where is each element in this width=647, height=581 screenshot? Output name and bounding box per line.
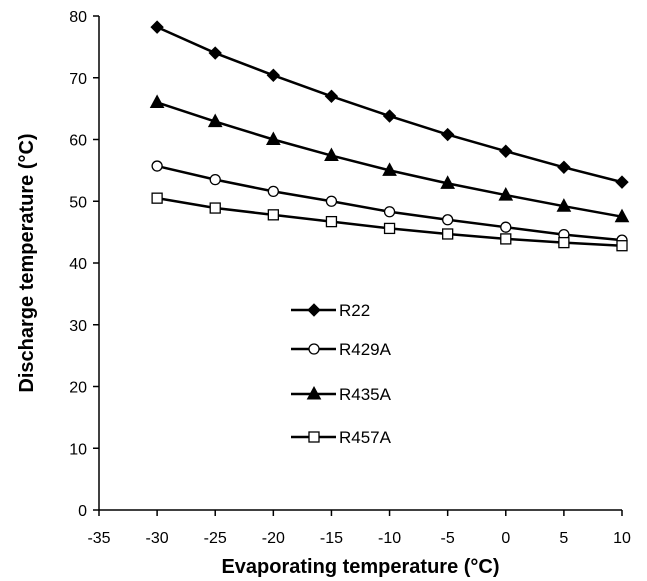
data-point [557,160,571,174]
legend-label: R435A [339,385,392,404]
data-point [324,89,339,103]
series-line [156,196,623,247]
legend-label: R429A [339,340,392,359]
data-point [324,147,339,162]
series-r435a [149,94,630,223]
x-tick-label: -20 [262,530,285,547]
legend-item-r429a: R429A [291,340,392,359]
y-tick-label: 60 [69,133,87,150]
data-point [149,94,165,108]
x-axis-ticks: -35 -30 -25 -20 -15 -10 -5 0 5 10 [87,510,631,547]
x-tick-label: -25 [204,530,227,547]
data-point [382,109,397,123]
data-point [265,131,281,145]
data-point [383,222,396,235]
y-tick-label: 70 [69,71,87,88]
legend-item-r22: R22 [291,301,370,320]
data-point [382,162,397,176]
legend-item-r435a: R435A [291,385,392,404]
data-point [207,113,223,128]
data-point [498,187,514,201]
data-point [499,144,513,158]
data-point [209,202,221,214]
legend-marker [308,431,320,443]
legend-marker [308,343,320,355]
series-line [156,25,623,184]
x-tick-label: -5 [441,530,455,547]
x-tick-label: 10 [613,530,631,547]
data-point [440,175,456,189]
x-axis-title: Evaporating temperature (°C) [221,556,499,578]
y-tick-label: 30 [69,318,87,335]
series-layer [149,20,630,252]
legend-label: R457A [339,428,392,447]
data-point [325,195,338,207]
data-point [266,68,281,82]
data-point [267,185,279,198]
x-tick-label: 0 [501,530,510,547]
data-point [440,127,455,142]
data-point [267,209,279,221]
data-point [442,214,454,226]
y-tick-label: 0 [78,503,87,520]
x-tick-label: -35 [87,530,110,547]
data-point [325,215,338,228]
series-r22 [150,20,629,189]
data-point [500,221,512,233]
y-tick-label: 20 [69,380,87,397]
data-point [209,173,221,186]
y-tick-label: 10 [69,441,87,458]
x-tick-label: -10 [378,530,401,547]
data-point [151,192,163,204]
x-tick-label: 5 [559,530,568,547]
series-r457a [151,192,628,252]
legend-label: R22 [339,301,370,320]
data-point [500,233,512,245]
x-tick-label: -30 [146,530,169,547]
y-axis-ticks: 0 10 20 30 40 50 60 70 80 [69,9,99,520]
y-tick-label: 50 [69,194,87,211]
data-point [616,240,628,252]
y-tick-label: 80 [69,9,87,26]
data-point [151,160,163,172]
data-point [615,175,629,189]
y-tick-label: 40 [69,256,87,273]
x-tick-label: -15 [320,530,343,547]
data-point [558,236,570,249]
data-point [208,46,222,60]
data-point [383,206,396,218]
data-point [150,20,164,34]
legend: R22 R429A R435A R457A [291,301,392,447]
data-point [442,228,454,240]
legend-marker [306,385,322,400]
y-axis-title: Discharge temperature (°C) [16,133,38,392]
legend-marker [307,303,321,317]
legend-item-r457a: R457A [291,428,392,447]
data-point [614,208,630,223]
data-point [556,198,572,212]
